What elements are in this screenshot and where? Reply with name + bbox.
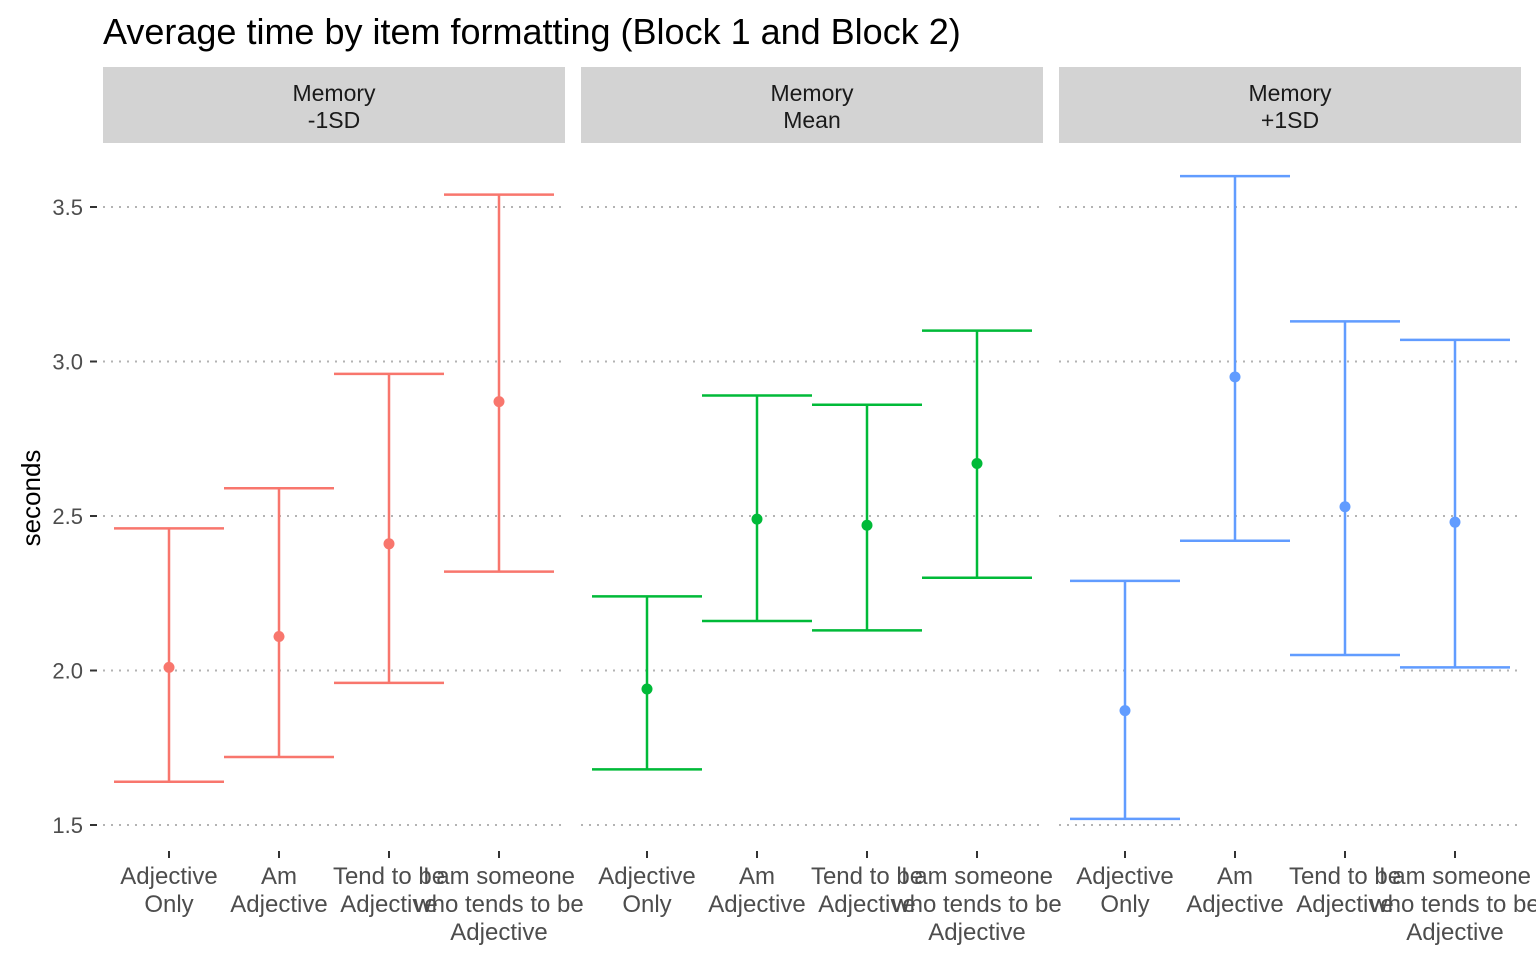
y-tick-label: 3.0 [52,350,83,375]
strip-label: Memory [292,80,376,106]
mean-point [861,519,873,531]
x-tick-label: who tends to be [1369,891,1536,918]
x-tick-label: Tend to be [811,863,923,890]
x-tick-label: Adjective [708,891,805,918]
x-tick-label: who tends to be [413,891,583,918]
mean-point [163,661,175,673]
x-tick-label: Adjective [1406,919,1503,946]
x-tick-label: Adjective [230,891,327,918]
x-tick-label: Adjective [340,891,437,918]
mean-point [273,631,285,643]
x-tick-label: Adjective [120,863,217,890]
mean-point [1229,371,1241,383]
x-tick-label: Tend to be [333,863,445,890]
x-tick-label: Adjective [1076,863,1173,890]
x-tick-label: who tends to be [891,891,1061,918]
mean-point [1119,705,1131,717]
facet-panels: 1.52.02.53.03.5Memory-1SDAdjectiveOnlyAm… [52,67,1536,946]
y-tick-label: 2.0 [52,659,83,684]
mean-point [1339,501,1351,513]
x-tick-label: Adjective [598,863,695,890]
x-tick-label: Only [1100,891,1149,918]
x-tick-label: Adjective [1186,891,1283,918]
x-tick-label: Tend to be [1289,863,1401,890]
x-tick-label: Only [144,891,193,918]
x-tick-label: Adjective [818,891,915,918]
mean-point [383,538,395,550]
mean-point [641,683,653,695]
strip-background [581,67,1043,143]
mean-point [1449,516,1461,528]
y-tick-label: 2.5 [52,504,83,529]
x-tick-label: Adjective [928,919,1025,946]
x-tick-label: Only [622,891,671,918]
y-axis-label: seconds [16,450,46,547]
x-tick-label: Adjective [1296,891,1393,918]
strip-label: -1SD [308,107,360,133]
x-tick-label: Adjective [450,919,547,946]
y-tick-label: 1.5 [52,813,83,838]
mean-point [971,457,983,469]
x-tick-label: I am someone [1379,863,1531,890]
x-tick-label: Am [739,863,775,890]
strip-label: Mean [783,107,841,133]
x-tick-label: I am someone [901,863,1053,890]
mean-point [751,513,763,525]
x-tick-label: Am [261,863,297,890]
x-tick-label: Am [1217,863,1253,890]
strip-background [103,67,565,143]
strip-label: Memory [770,80,854,106]
chart-title: Average time by item formatting (Block 1… [103,11,961,52]
mean-point [493,396,505,408]
x-tick-label: I am someone [423,863,575,890]
y-tick-label: 3.5 [52,195,83,220]
strip-background [1059,67,1521,143]
strip-label: Memory [1248,80,1332,106]
strip-label: +1SD [1261,107,1319,133]
